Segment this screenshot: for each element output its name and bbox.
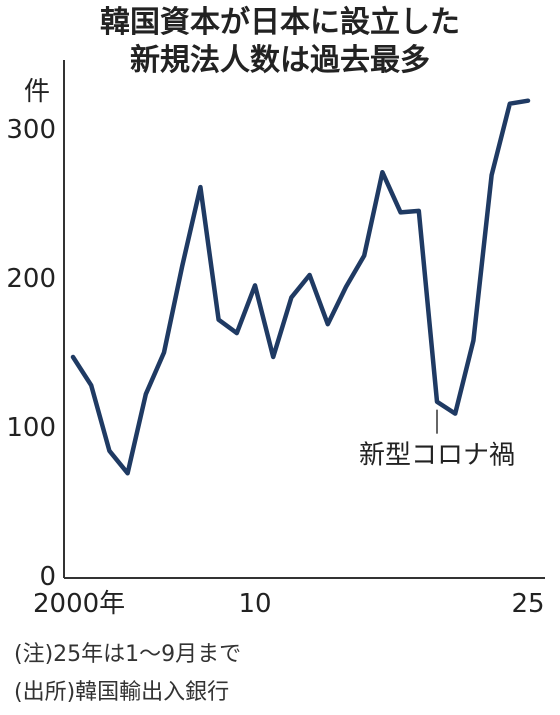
note-text: (注)25年は1〜9月まで [14,642,242,667]
chart-notes: (注)25年は1〜9月まで (出所)韓国輸出入銀行 [14,636,241,712]
series-line [70,98,531,476]
x-tick-label: 2000年 [33,589,125,619]
y-tick-label: 0 [39,562,56,592]
chart-title-line1: 韓国資本が日本に設立した [100,5,460,40]
y-tick-label: 300 [6,115,56,145]
annotation-label: 新型コロナ禍 [359,441,515,471]
y-tick-label: 100 [6,413,56,443]
chart-title-line2: 新規法人数は過去最多 [130,43,430,78]
x-tick-label: 10 [238,589,271,619]
chart-title: 韓国資本が日本に設立した 新規法人数は過去最多 [0,4,560,80]
x-tick-label: 25 [511,589,544,619]
source-text: (出所)韓国輸出入銀行 [14,680,230,705]
y-tick-label: 200 [6,264,56,294]
y-axis-unit-label: 件 [24,77,50,107]
